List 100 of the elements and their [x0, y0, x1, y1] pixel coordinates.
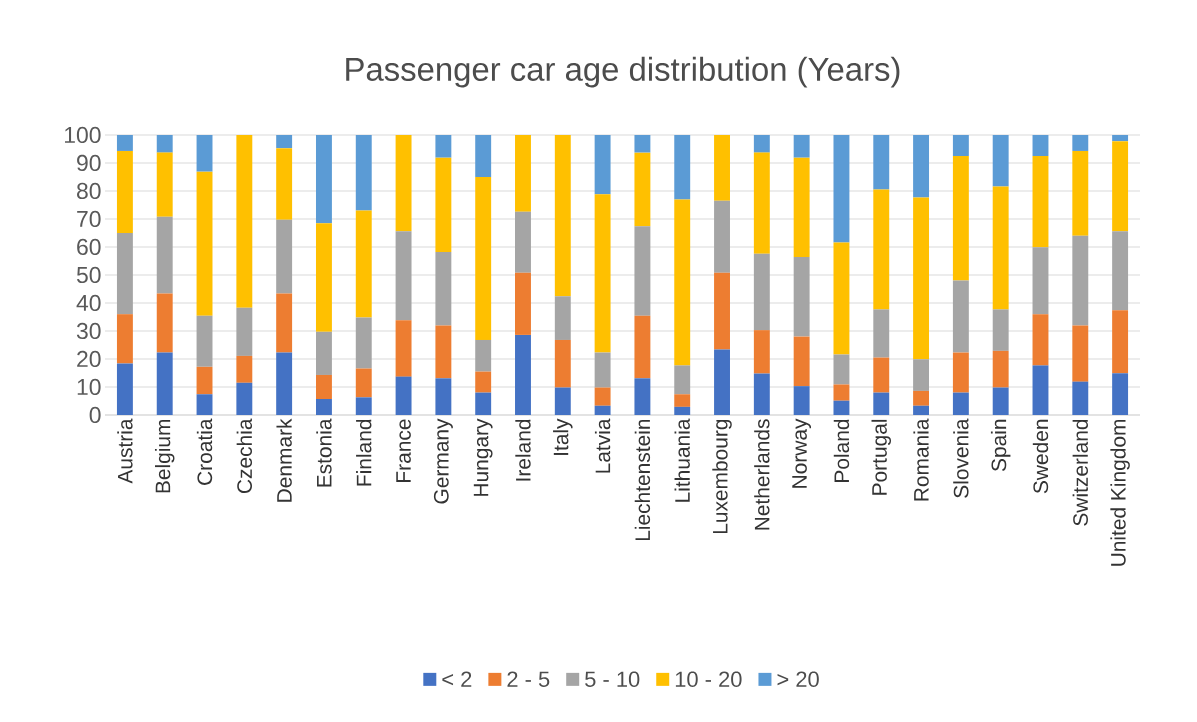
bar	[674, 199, 691, 366]
bar	[1072, 325, 1089, 382]
bar	[276, 134, 293, 149]
bar	[435, 325, 452, 379]
y-tick-label: 40	[76, 294, 101, 312]
x-tick-label: France	[396, 419, 411, 482]
bar	[753, 373, 770, 415]
bar	[594, 405, 611, 415]
bar	[515, 334, 531, 415]
bar	[873, 189, 890, 310]
bar	[1112, 373, 1129, 415]
bar	[634, 226, 651, 316]
bar	[674, 134, 691, 200]
bar	[594, 352, 611, 388]
legend-label: 10 - 20	[675, 671, 742, 687]
bar	[913, 405, 930, 415]
bar	[515, 211, 531, 273]
x-tick-label: Italy	[553, 418, 573, 455]
bar	[435, 134, 452, 158]
bar	[156, 152, 173, 217]
bar	[315, 331, 332, 375]
chart-title: Passenger car age distribution (Years)	[346, 56, 900, 88]
bar	[1072, 150, 1089, 236]
bar	[634, 315, 651, 379]
bar	[992, 186, 1009, 310]
bar	[475, 371, 492, 393]
bar	[753, 152, 770, 254]
x-tick-label: Switzerland	[1072, 419, 1088, 526]
bar	[355, 210, 372, 318]
bar	[634, 152, 651, 227]
bar	[833, 354, 850, 385]
y-tick-label: 80	[77, 182, 101, 200]
bar	[1112, 141, 1129, 232]
bar	[236, 134, 253, 308]
y-tick-label: 20	[77, 350, 101, 368]
bar	[952, 134, 969, 156]
bar	[116, 134, 133, 151]
y-tick-label: 30	[76, 322, 101, 340]
bar	[196, 171, 213, 316]
bar	[395, 134, 412, 232]
bar	[793, 157, 810, 258]
bar	[833, 400, 850, 415]
bar	[116, 363, 133, 415]
bar	[873, 357, 890, 393]
bar	[793, 336, 810, 387]
bar	[753, 134, 770, 153]
x-tick-label: Norway	[792, 418, 812, 488]
bar	[833, 134, 850, 243]
bar	[156, 293, 173, 353]
bar	[952, 352, 969, 393]
bar	[952, 392, 969, 415]
bar	[315, 223, 332, 332]
bar	[833, 384, 850, 401]
x-tick-label: United Kingdom	[1110, 419, 1130, 566]
bar	[315, 374, 332, 400]
legend-label: 2 - 5	[507, 671, 550, 687]
x-tick-label: Croatia	[196, 418, 213, 485]
bar	[276, 352, 293, 415]
bar	[515, 134, 531, 212]
bar	[355, 368, 372, 398]
bar	[116, 232, 133, 315]
bar	[952, 155, 969, 281]
bar	[236, 307, 253, 356]
bar	[1112, 231, 1129, 311]
x-tick-label: Portugal	[871, 419, 892, 495]
bar	[753, 330, 770, 374]
x-tick-label: Sweden	[1032, 419, 1049, 494]
bar	[594, 134, 611, 195]
bar	[355, 317, 372, 369]
bar	[315, 134, 332, 224]
bar	[435, 252, 452, 326]
bar	[992, 350, 1009, 388]
x-tick-label: Latvia	[594, 418, 611, 473]
bar	[315, 399, 332, 415]
bar	[873, 134, 890, 190]
x-tick-label: Lithuania	[674, 418, 690, 502]
bar	[355, 134, 372, 211]
bar	[116, 314, 133, 364]
bar	[913, 359, 930, 391]
bar	[992, 387, 1009, 415]
bar	[395, 320, 412, 377]
x-tick-label: Romania	[913, 418, 929, 501]
bar	[873, 309, 890, 358]
bar	[833, 242, 850, 355]
bar	[753, 253, 770, 331]
bar	[1032, 365, 1049, 415]
bar	[714, 272, 730, 350]
bar	[992, 134, 1009, 187]
bar	[236, 355, 253, 383]
bar	[276, 148, 293, 220]
bar	[554, 134, 571, 297]
bar	[196, 315, 213, 367]
bar	[554, 339, 571, 388]
y-tick-label: 60	[77, 238, 101, 256]
bar	[395, 231, 412, 321]
legend-label: > 20	[777, 671, 819, 687]
x-tick-label: Hungary	[473, 418, 493, 496]
bar	[1072, 235, 1089, 326]
y-tick-label: 0	[89, 406, 101, 424]
bar	[873, 392, 890, 415]
